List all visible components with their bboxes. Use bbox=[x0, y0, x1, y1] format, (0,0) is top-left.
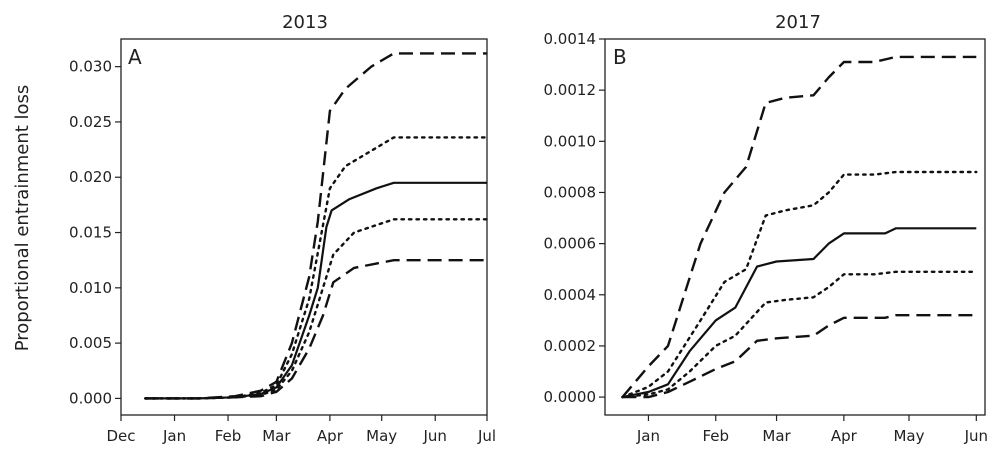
series-line-dashed-5 bbox=[145, 259, 487, 400]
series-line-dashed-1 bbox=[145, 52, 487, 400]
series-line-dotted-2 bbox=[144, 136, 489, 400]
y-tick-label: 0.020 bbox=[69, 168, 112, 186]
x-tick-label: Mar bbox=[262, 427, 291, 445]
panel-b-plot-area bbox=[604, 38, 986, 416]
series-line-dotted-4 bbox=[621, 270, 978, 399]
x-tick-label: Dec bbox=[106, 427, 135, 445]
series-line-dashed-5 bbox=[622, 314, 977, 399]
x-tick-label: Jan bbox=[636, 427, 660, 445]
x-tick-label: Feb bbox=[702, 427, 729, 445]
panel-b: 2017 B Jan Feb Mar Apr May Jun 0.0000 0.0002 0.0… bbox=[544, 12, 989, 445]
y-axis-label: Proportional entrainment loss bbox=[12, 85, 33, 352]
series-line-dashed-1 bbox=[621, 55, 977, 398]
y-tick-label: 0.025 bbox=[69, 113, 112, 131]
y-tick-label: 0.0012 bbox=[544, 81, 597, 99]
panel-b-title: 2017 bbox=[775, 12, 821, 33]
y-tick-label: 0.0014 bbox=[544, 30, 597, 48]
panel-a-title: 2013 bbox=[282, 12, 328, 33]
x-tick-label: Apr bbox=[831, 427, 858, 445]
x-tick-label: Jun bbox=[964, 427, 988, 445]
y-tick-label: 0.005 bbox=[69, 334, 112, 352]
y-tick-label: 0.030 bbox=[69, 58, 112, 76]
panel-a-plot-area bbox=[120, 38, 488, 416]
x-tick-label: May bbox=[366, 427, 397, 445]
y-tick-label: 0.0002 bbox=[544, 337, 597, 355]
y-tick-label: 0.010 bbox=[69, 279, 112, 297]
panel-a: 2013 A Dec Jan Feb Mar Apr May Jun Jul 0.000 0.00… bbox=[69, 12, 496, 445]
series-line-solid-3 bbox=[145, 181, 487, 400]
panel-b-letter: B bbox=[613, 45, 627, 69]
y-tick-label: 0.0000 bbox=[544, 388, 597, 406]
series-line-dotted-4 bbox=[144, 218, 489, 400]
panel-a-letter: A bbox=[128, 45, 142, 69]
x-tick-label: May bbox=[893, 427, 924, 445]
series-line-solid-3 bbox=[622, 227, 977, 399]
x-tick-label: Jan bbox=[162, 427, 186, 445]
y-tick-label: 0.015 bbox=[69, 224, 112, 242]
y-tick-label: 0.0008 bbox=[544, 183, 597, 201]
x-tick-label: Jun bbox=[422, 427, 446, 445]
x-tick-label: Feb bbox=[215, 427, 242, 445]
y-tick-label: 0.0004 bbox=[544, 286, 597, 304]
y-tick-label: 0.0006 bbox=[544, 235, 597, 253]
x-tick-label: Mar bbox=[762, 427, 791, 445]
x-tick-label: Apr bbox=[317, 427, 344, 445]
x-tick-label: Jul bbox=[477, 427, 496, 445]
series-line-dotted-2 bbox=[621, 170, 978, 399]
y-tick-label: 0.0010 bbox=[544, 132, 597, 150]
y-tick-label: 0.000 bbox=[69, 389, 112, 407]
